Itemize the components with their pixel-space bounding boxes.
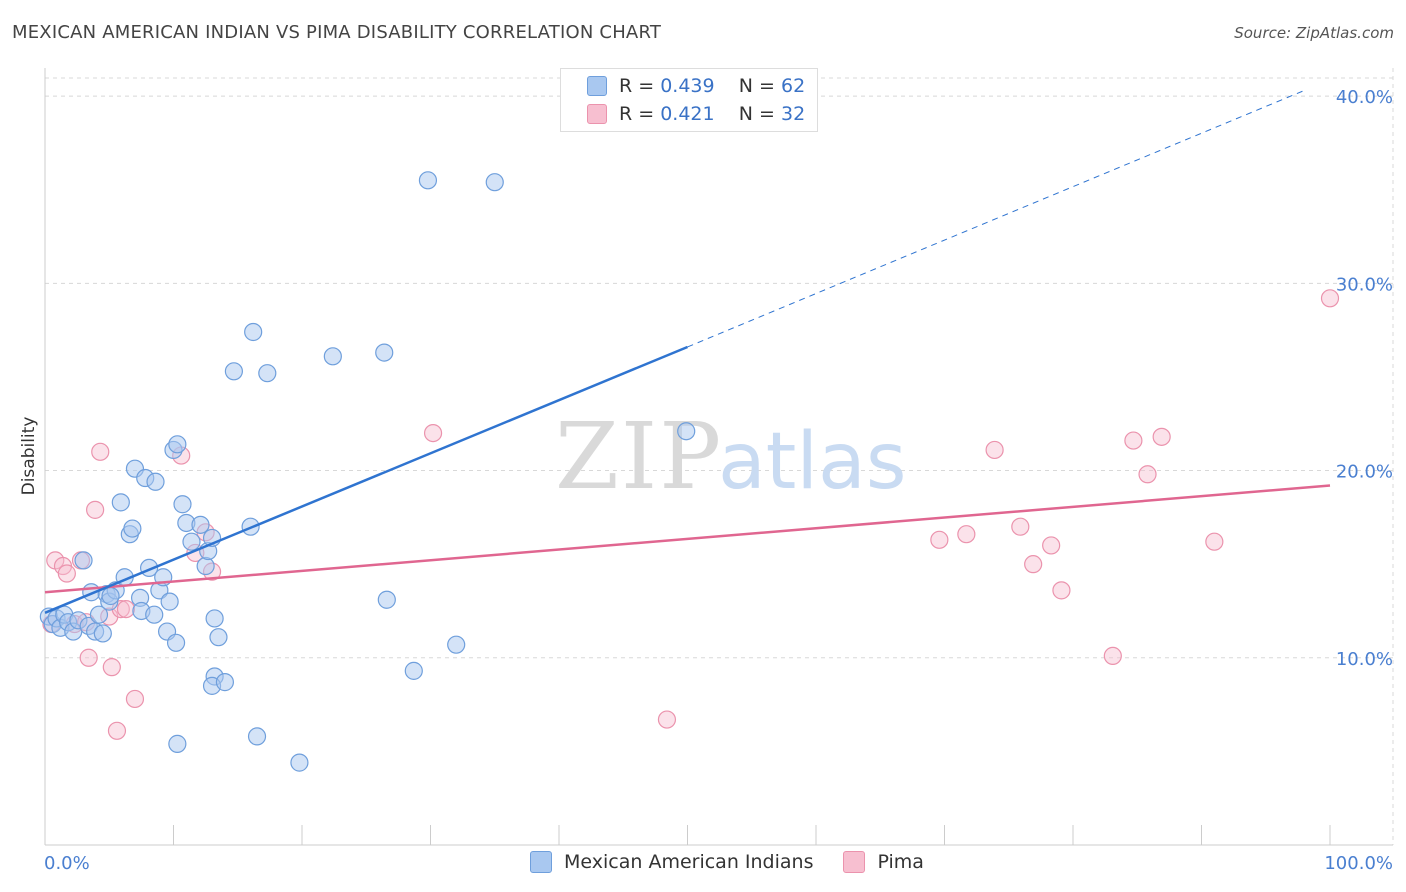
legend-r-label: R = — [619, 75, 655, 97]
mexican-american-indian-point — [247, 727, 267, 746]
mexican-american-indian-point — [224, 362, 243, 381]
y-axis-label: Disability — [19, 417, 39, 496]
mexican-american-indian-point — [404, 661, 423, 680]
pima-point — [86, 500, 105, 519]
mexican-american-indian-point — [418, 171, 438, 190]
pima-point — [1138, 465, 1157, 484]
chart-title: MEXICAN AMERICAN INDIAN VS PIMA DISABILI… — [12, 22, 662, 43]
pima-point — [1042, 536, 1061, 555]
pima-point — [107, 721, 127, 740]
mexican-american-indian-point — [168, 435, 187, 454]
mexican-american-indian-point — [145, 605, 164, 624]
pima-point — [91, 442, 110, 461]
y-tick-label: 10.0% — [1336, 649, 1393, 670]
mexican-american-indian-point — [89, 605, 109, 624]
mexican-american-indian-point — [209, 628, 228, 647]
mexican-american-indian-point — [160, 592, 179, 611]
series-legend: Mexican American Indians Pima — [530, 851, 954, 873]
pima-point — [116, 599, 136, 619]
legend-n-value: 32 — [781, 103, 806, 125]
pima-point — [1152, 427, 1171, 446]
pima-trend-line — [44, 484, 1331, 594]
mexican-american-indian-point — [244, 322, 263, 342]
pima-point — [79, 648, 98, 667]
mexican-american-indian-point — [258, 364, 277, 383]
mexican-american-indian-point — [196, 556, 215, 576]
watermark-zip: ZIP — [555, 403, 723, 510]
watermark: ZIP atlas — [555, 403, 907, 510]
pima-point — [1024, 555, 1043, 574]
trend-lines — [44, 90, 1331, 614]
mexican-american-indian-point — [290, 753, 309, 772]
pima-point — [102, 658, 121, 677]
legend-n-label: N = — [738, 75, 775, 97]
mexican-american-indian-point — [485, 173, 504, 192]
legend-swatch-blue — [587, 76, 607, 96]
source-credit: Source: ZipAtlas.com — [1234, 24, 1394, 42]
x-tick-label: 100.0% — [1324, 853, 1393, 874]
mexican-american-indian-point — [168, 734, 187, 753]
watermark-atlas: atlas — [718, 417, 907, 507]
mexican-american-indian-trend-extension — [687, 90, 1305, 348]
pima-point — [657, 710, 677, 729]
mexican-american-indian-point — [146, 472, 165, 491]
pima-point — [423, 423, 443, 443]
legend-r-value: 0.439 — [660, 75, 715, 97]
legend-swatch-pink — [587, 104, 607, 124]
y-tick-label: 40.0% — [1336, 87, 1393, 108]
y-tick-label: 20.0% — [1336, 462, 1393, 483]
pima-point — [957, 525, 976, 544]
mexican-american-indian-point — [677, 422, 696, 441]
mexican-american-indian-point — [323, 347, 342, 366]
legend-item-mexican-american-indians[interactable]: Mexican American Indians — [530, 851, 813, 873]
legend-label: Pima — [877, 851, 924, 873]
mexican-american-indian-point — [93, 624, 112, 643]
mexican-american-indian-point — [182, 532, 201, 551]
mexican-american-indian-point — [447, 635, 466, 654]
mexican-american-indian-trend-line — [44, 345, 688, 614]
legend-label: Mexican American Indians — [564, 851, 814, 873]
pima-point — [1103, 646, 1122, 665]
stats-legend: R = 0.439 N = 62 R = 0.421 N = 32 — [560, 68, 818, 132]
pima-point — [985, 440, 1004, 460]
mexican-american-indian-point — [215, 673, 234, 692]
pima-point — [1052, 581, 1071, 600]
mexican-american-indian-point — [74, 551, 93, 570]
legend-row-blue: R = 0.439 N = 62 — [587, 74, 805, 98]
legend-row-pink: R = 0.421 N = 32 — [587, 102, 805, 126]
gridlines — [45, 68, 1394, 845]
mexican-american-indian-point — [111, 493, 130, 512]
legend-r-label: R = — [619, 103, 655, 125]
x-tick-label: 0.0% — [44, 853, 90, 874]
mexican-american-indian-point — [191, 515, 210, 534]
axes — [44, 68, 1393, 846]
pima-point — [125, 689, 145, 709]
pima-point — [1124, 431, 1143, 450]
pima-point — [1320, 289, 1340, 308]
pima-point — [1205, 532, 1224, 551]
mexican-american-indian-point — [173, 495, 192, 514]
mexican-american-indian-point — [377, 590, 396, 609]
mexican-american-indian-point — [123, 519, 142, 538]
mexican-american-indian-point — [101, 586, 120, 606]
legend-n-value: 62 — [781, 75, 806, 97]
mexican-american-indian-point — [375, 343, 394, 362]
pima-point — [57, 564, 76, 583]
pima-points — [42, 289, 1340, 740]
pima-point — [930, 530, 949, 549]
legend-item-pima[interactable]: Pima — [843, 851, 924, 873]
tick-labels: 10.0% 20.0% 30.0% 40.0% 0.0% 100.0% — [44, 87, 1393, 874]
legend-swatch-pink — [843, 851, 866, 873]
legend-r-value: 0.421 — [660, 103, 715, 125]
mexican-american-indian-point — [205, 609, 224, 628]
mexican-american-indian-point — [166, 633, 186, 652]
y-tick-label: 30.0% — [1336, 274, 1393, 295]
legend-n-label: N = — [738, 103, 775, 125]
legend-swatch-blue — [530, 851, 552, 873]
pima-point — [1011, 517, 1030, 536]
